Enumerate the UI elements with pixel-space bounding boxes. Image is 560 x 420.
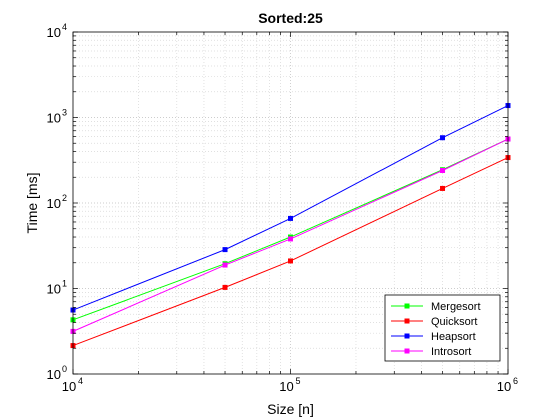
x-tick-exponent: 4: [78, 376, 83, 386]
x-axis-label: Size [n]: [267, 401, 314, 417]
data-point-heapsort: [222, 247, 228, 253]
legend-label-heapsort: Heapsort: [431, 331, 476, 343]
data-point-quicksort: [288, 258, 293, 264]
data-point-introsort: [222, 262, 228, 268]
y-tick-label: 10: [47, 111, 61, 126]
data-point-introsort: [288, 236, 293, 242]
chart-title: Sorted:25: [258, 10, 323, 26]
y-tick-label: 10: [47, 196, 61, 211]
y-tick-label: 10: [47, 282, 61, 297]
y-tick-exponent: 2: [62, 193, 67, 203]
legend-label-mergesort: Mergesort: [431, 301, 481, 313]
legend-label-introsort: Introsort: [431, 346, 471, 358]
x-tick-label: 10: [62, 379, 76, 394]
x-tick-label: 10: [497, 379, 511, 394]
data-point-heapsort: [288, 215, 293, 221]
y-axis-label: Time [ms]: [24, 173, 40, 234]
data-point-quicksort: [222, 284, 228, 290]
y-tick-exponent: 0: [62, 364, 67, 374]
legend-marker-heapsort: [404, 333, 410, 339]
legend-marker-quicksort: [404, 318, 410, 324]
x-tick-exponent: 5: [296, 376, 301, 386]
series-layer: [70, 103, 511, 349]
y-tick-exponent: 1: [62, 279, 67, 289]
data-point-introsort: [440, 167, 446, 173]
legend-marker-mergesort: [404, 303, 410, 309]
legend-marker-introsort: [404, 348, 410, 354]
legend-label-quicksort: Quicksort: [431, 316, 477, 328]
y-tick-label: 10: [47, 25, 61, 40]
data-point-quicksort: [440, 185, 446, 191]
x-tick-exponent: 6: [513, 376, 518, 386]
axis-ticks: 10 4 10 5 10 610 010 110 210 310 4: [47, 22, 518, 394]
legend: Mergesort Quicksort Heapsort Introsort: [384, 294, 501, 362]
y-tick-label: 10: [47, 367, 61, 382]
data-point-heapsort: [440, 135, 446, 141]
y-tick-exponent: 4: [62, 22, 67, 32]
x-tick-label: 10: [279, 379, 293, 394]
y-tick-exponent: 3: [62, 108, 67, 118]
